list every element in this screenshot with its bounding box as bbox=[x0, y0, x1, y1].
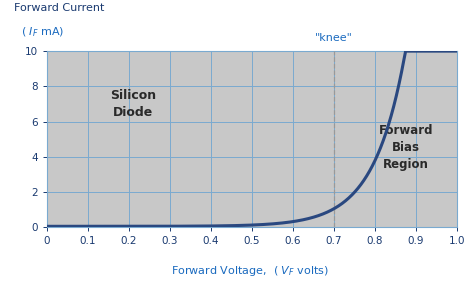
Text: Silicon
Diode: Silicon Diode bbox=[110, 89, 156, 119]
Text: Forward Current: Forward Current bbox=[14, 3, 105, 13]
Text: Forward
Bias
Region: Forward Bias Region bbox=[378, 124, 433, 172]
Text: ( $I_F$ mA): ( $I_F$ mA) bbox=[14, 26, 65, 39]
Text: Forward Voltage,  ( $V_F$ volts): Forward Voltage, ( $V_F$ volts) bbox=[171, 264, 329, 278]
Text: "knee": "knee" bbox=[315, 33, 353, 43]
